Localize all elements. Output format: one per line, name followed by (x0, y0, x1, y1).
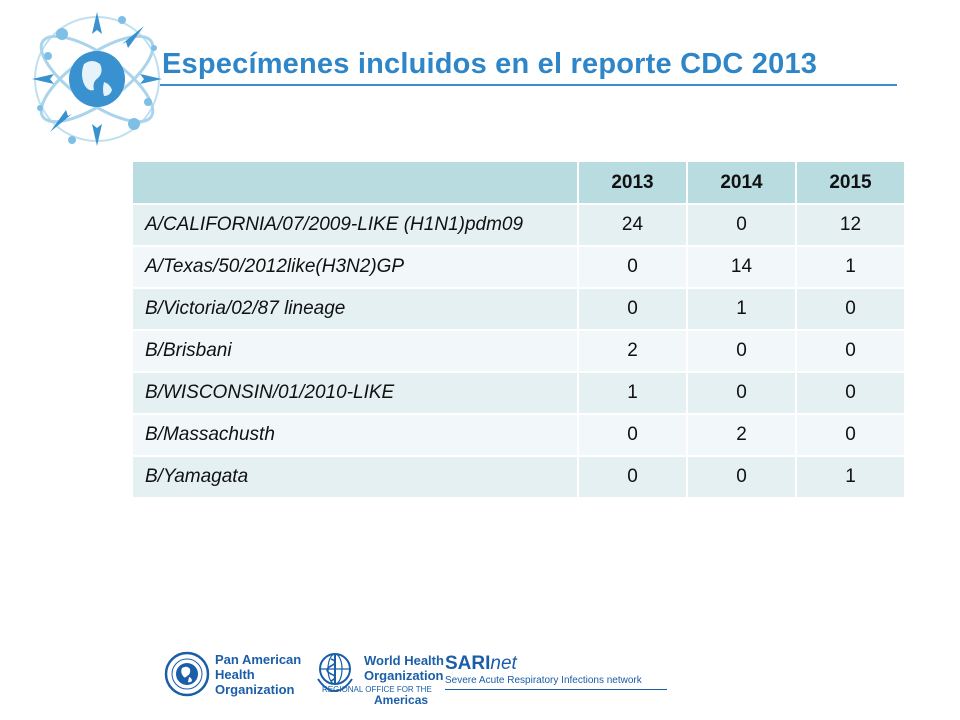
count-2013: 0 (577, 245, 688, 289)
page-title: Especímenes incluidos en el reporte CDC … (162, 48, 818, 80)
strain-name: B/Yamagata (131, 455, 579, 499)
strain-name: B/WISCONSIN/01/2010-LIKE (131, 371, 579, 415)
sarinet-logo: SARInet (445, 653, 517, 675)
count-2014: 1 (686, 287, 797, 331)
count-2014: 0 (686, 203, 797, 247)
header-cell-2015: 2015 (795, 160, 906, 205)
strain-name: B/Brisbani (131, 329, 579, 373)
count-2014: 14 (686, 245, 797, 289)
count-2014: 0 (686, 371, 797, 415)
strain-name: A/Texas/50/2012like(H3N2)GP (131, 245, 579, 289)
count-2014: 0 (686, 329, 797, 373)
count-2013: 0 (577, 455, 688, 499)
strain-name: B/Massachusth (131, 413, 579, 457)
table-row: B/Yamagata 0 0 1 (131, 455, 906, 499)
who-name: World Health Organization (364, 653, 444, 683)
table-header-row: 2013 2014 2015 (131, 160, 906, 205)
title-underline (160, 84, 897, 86)
count-2015: 0 (795, 329, 906, 373)
sarinet-bold: SARI (445, 653, 491, 674)
header-cell-2013: 2013 (577, 160, 688, 205)
sarinet-underline (445, 689, 667, 690)
who-regional: REGIONAL OFFICE FOR THE (322, 685, 432, 695)
strain-name: A/CALIFORNIA/07/2009-LIKE (H1N1)pdm09 (131, 203, 579, 247)
count-2014: 0 (686, 455, 797, 499)
count-2015: 0 (795, 371, 906, 415)
paho-line-1: Pan American (215, 652, 302, 667)
who-line-2: Organization (364, 668, 444, 683)
paho-name: Pan American Health Organization (215, 652, 301, 697)
paho-line-3: Organization (215, 682, 295, 697)
table-row: B/WISCONSIN/01/2010-LIKE 1 0 0 (131, 371, 906, 415)
who-sub: REGIONAL OFFICE FOR THE (322, 685, 432, 694)
count-2015: 0 (795, 287, 906, 331)
count-2015: 1 (795, 455, 906, 499)
who-emblem-icon (317, 653, 353, 693)
count-2015: 1 (795, 245, 906, 289)
specimens-table: 2013 2014 2015 A/CALIFORNIA/07/2009-LIKE… (131, 160, 906, 499)
table-row: B/Victoria/02/87 lineage 0 1 0 (131, 287, 906, 331)
count-2015: 0 (795, 413, 906, 457)
table-row: A/Texas/50/2012like(H3N2)GP 0 14 1 (131, 245, 906, 289)
count-2013: 2 (577, 329, 688, 373)
paho-line-2: Health (215, 667, 255, 682)
count-2014: 2 (686, 413, 797, 457)
strain-name: B/Victoria/02/87 lineage (131, 287, 579, 331)
globe-logo-icon (32, 12, 162, 146)
who-line-1: World Health (364, 653, 444, 668)
count-2013: 0 (577, 287, 688, 331)
who-americas: Americas (374, 693, 429, 707)
count-2015: 12 (795, 203, 906, 247)
header-cell-2014: 2014 (686, 160, 797, 205)
sarinet-italic: net (490, 653, 517, 674)
table-row: B/Brisbani 2 0 0 (131, 329, 906, 373)
paho-emblem-icon (164, 651, 210, 697)
footer-logos: Pan American Health Organization World H… (160, 645, 680, 707)
table-row: B/Massachusth 0 2 0 (131, 413, 906, 457)
header-cell-blank (131, 160, 579, 205)
sarinet-tagline: Severe Acute Respiratory Infections netw… (445, 675, 642, 686)
table-row: A/CALIFORNIA/07/2009-LIKE (H1N1)pdm09 24… (131, 203, 906, 247)
count-2013: 24 (577, 203, 688, 247)
count-2013: 1 (577, 371, 688, 415)
count-2013: 0 (577, 413, 688, 457)
